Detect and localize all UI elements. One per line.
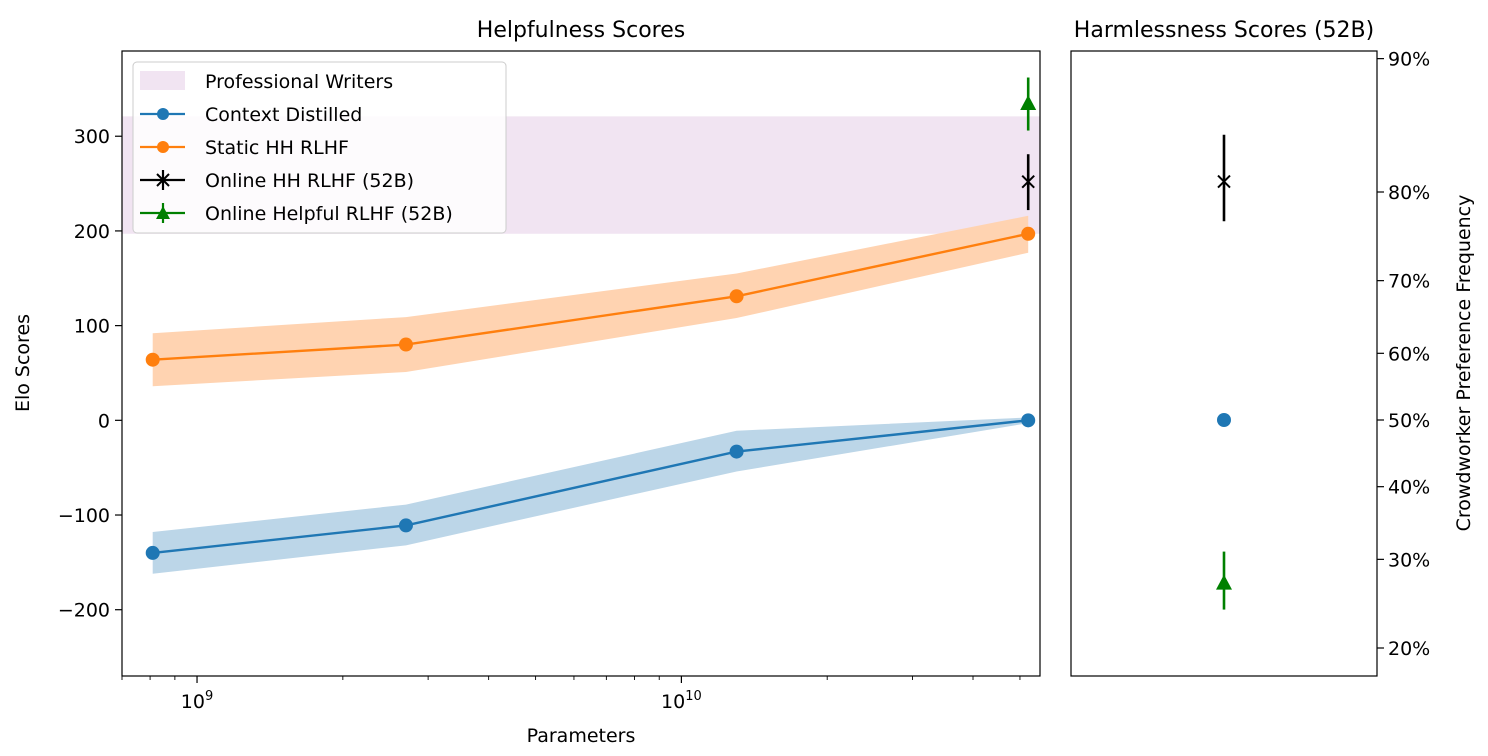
x-axis-ticks: 109 1010 <box>121 676 1021 713</box>
legend-label-professional-writers: Professional Writers <box>205 71 393 93</box>
helpfulness-chart-title: Helpfulness Scores <box>477 18 685 43</box>
y-axis-ticks: −200 −100 0 100 200 300 <box>58 126 122 622</box>
context-distilled-harmlessness-point <box>1217 413 1231 427</box>
right-y-tick-label: 30% <box>1388 549 1430 571</box>
right-y-tick-label: 40% <box>1388 477 1430 499</box>
legend-marker-static-hh-rlhf <box>157 141 169 153</box>
right-y-axis-label: Crowdworker Preference Frequency <box>1453 195 1475 532</box>
right-y-tick-label: 90% <box>1388 49 1430 71</box>
legend-label-online-helpful-rlhf: Online Helpful RLHF (52B) <box>205 203 453 225</box>
harmlessness-chart: 20% 30% 40% 50% 60% 70% 80% 90% Harmlessness Sc… <box>1070 18 1475 677</box>
online-hh-rlhf-52b-harmlessness-point <box>1217 174 1231 189</box>
helpfulness-plot-frame <box>121 50 1041 677</box>
right-y-tick-label: 80% <box>1388 182 1430 204</box>
static-hh-rlhf-point <box>1021 226 1036 241</box>
legend-box <box>132 61 507 234</box>
legend-marker-online-hh-rlhf <box>156 173 170 187</box>
y-tick-label: 200 <box>74 221 110 243</box>
online-helpful-rlhf-52b-harmlessness-point <box>1216 574 1232 590</box>
online-hh-rlhf-52b-point <box>1021 174 1035 189</box>
context-distilled-point <box>145 545 160 560</box>
static-hh-rlhf-point <box>729 289 744 304</box>
context-distilled-point <box>398 518 413 533</box>
static-hh-rlhf-line <box>152 232 1029 361</box>
legend-label-static-hh-rlhf: Static HH RLHF <box>205 137 349 159</box>
harmlessness-marker-layer <box>1216 134 1232 610</box>
x-tick-label: 109 <box>181 689 213 713</box>
x-tick-label: 1010 <box>661 689 702 713</box>
static-hh-rlhf-point <box>398 337 413 352</box>
helpfulness-chart: −200 −100 0 100 200 300 109 1010 Helpfulness S… <box>12 18 1041 747</box>
context-distilled-point <box>1021 413 1036 428</box>
legend-marker-context-distilled <box>157 108 169 120</box>
harmlessness-plot-frame <box>1070 50 1378 677</box>
y-tick-label: 300 <box>74 126 110 148</box>
context-distilled-line <box>152 419 1029 555</box>
y-tick-label: −200 <box>58 600 110 622</box>
legend: Professional Writers Context Distilled S… <box>132 61 507 234</box>
y-tick-label: 0 <box>98 410 110 432</box>
online-helpful-rlhf-52b-point <box>1020 95 1037 111</box>
static-hh-rlhf-confidence-band <box>152 215 1029 387</box>
legend-marker-online-helpful-rlhf <box>156 206 170 219</box>
legend-label-context-distilled: Context Distilled <box>205 104 362 126</box>
legend-swatch-professional-writers <box>140 71 185 90</box>
context-distilled-point <box>729 444 744 459</box>
y-tick-label: −100 <box>58 505 110 527</box>
harmlessness-chart-title: Harmlessness Scores (52B) <box>1074 18 1374 43</box>
y-axis-label: Elo Scores <box>12 314 34 412</box>
series-marker-layer <box>145 77 1037 560</box>
right-y-tick-label: 20% <box>1388 638 1430 660</box>
right-y-axis-ticks: 20% 30% 40% 50% 60% 70% 80% 90% <box>1377 49 1430 660</box>
static-hh-rlhf-point <box>145 352 160 367</box>
right-y-tick-label: 70% <box>1388 271 1430 293</box>
confidence-band-layer <box>152 215 1029 574</box>
right-y-tick-label: 60% <box>1388 343 1430 365</box>
series-line-layer <box>152 232 1029 555</box>
legend-label-online-hh-rlhf: Online HH RLHF (52B) <box>205 170 414 192</box>
right-y-tick-label: 50% <box>1388 410 1430 432</box>
y-tick-label: 100 <box>74 316 110 338</box>
x-axis-label: Parameters <box>527 725 636 747</box>
context-distilled-confidence-band <box>152 417 1029 574</box>
